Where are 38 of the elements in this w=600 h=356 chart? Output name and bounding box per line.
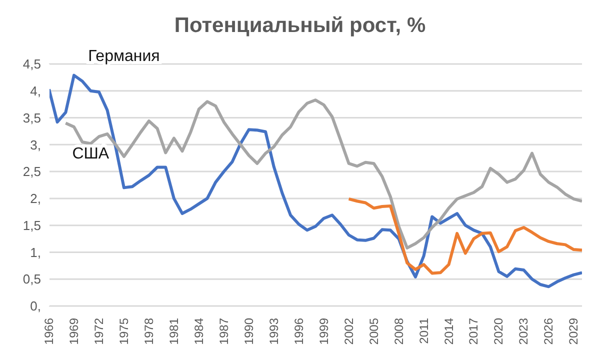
y-tick-label: 4,5 [22,56,41,72]
x-tick-label: 1993 [266,318,281,345]
x-tick-label: 1984 [192,318,206,345]
x-tick-label: 1996 [292,318,306,345]
x-tick-label: 1987 [216,318,231,345]
x-tick-label: 1981 [166,318,181,345]
x-tick-label: 1990 [242,318,256,345]
y-tick-label: 0, [30,298,41,314]
series-label: Германия [88,48,160,65]
x-tick-label: 2005 [366,318,381,345]
x-tick-label: 2029 [566,318,581,345]
line-series [64,98,582,250]
x-tick-label: 2008 [392,318,406,345]
x-tick-label: 2002 [342,318,356,345]
x-tick-label: 2023 [516,318,531,345]
x-tick-label: 2020 [492,318,506,345]
x-tick-label: 2014 [442,318,456,345]
y-tick-label: 1,5 [22,218,41,233]
y-tick-label: 3,5 [22,110,41,126]
x-tick-label: 2026 [542,318,556,345]
y-tick-label: 0,5 [22,272,41,287]
x-tick-label: 1969 [66,318,81,345]
x-tick-label: 1972 [92,318,106,345]
series-label: США [72,145,110,162]
line-series [49,74,582,288]
x-tick-label: 2011 [416,318,431,344]
y-tick-label: 2,5 [22,164,41,180]
x-tick-label: 1975 [116,318,131,345]
x-tick-label: 1978 [142,318,156,345]
y-tick-label: 2, [30,191,41,206]
x-tick-label: 1999 [316,318,331,345]
x-tick-label: 2017 [466,318,481,345]
y-tick-label: 1, [30,244,41,260]
chart-title: Потенциальный рост, % [173,14,427,38]
y-tick-label: 3, [30,137,41,152]
y-tick-label: 4, [30,84,41,99]
x-tick-label: 1966 [42,318,56,345]
line-series [347,197,582,275]
